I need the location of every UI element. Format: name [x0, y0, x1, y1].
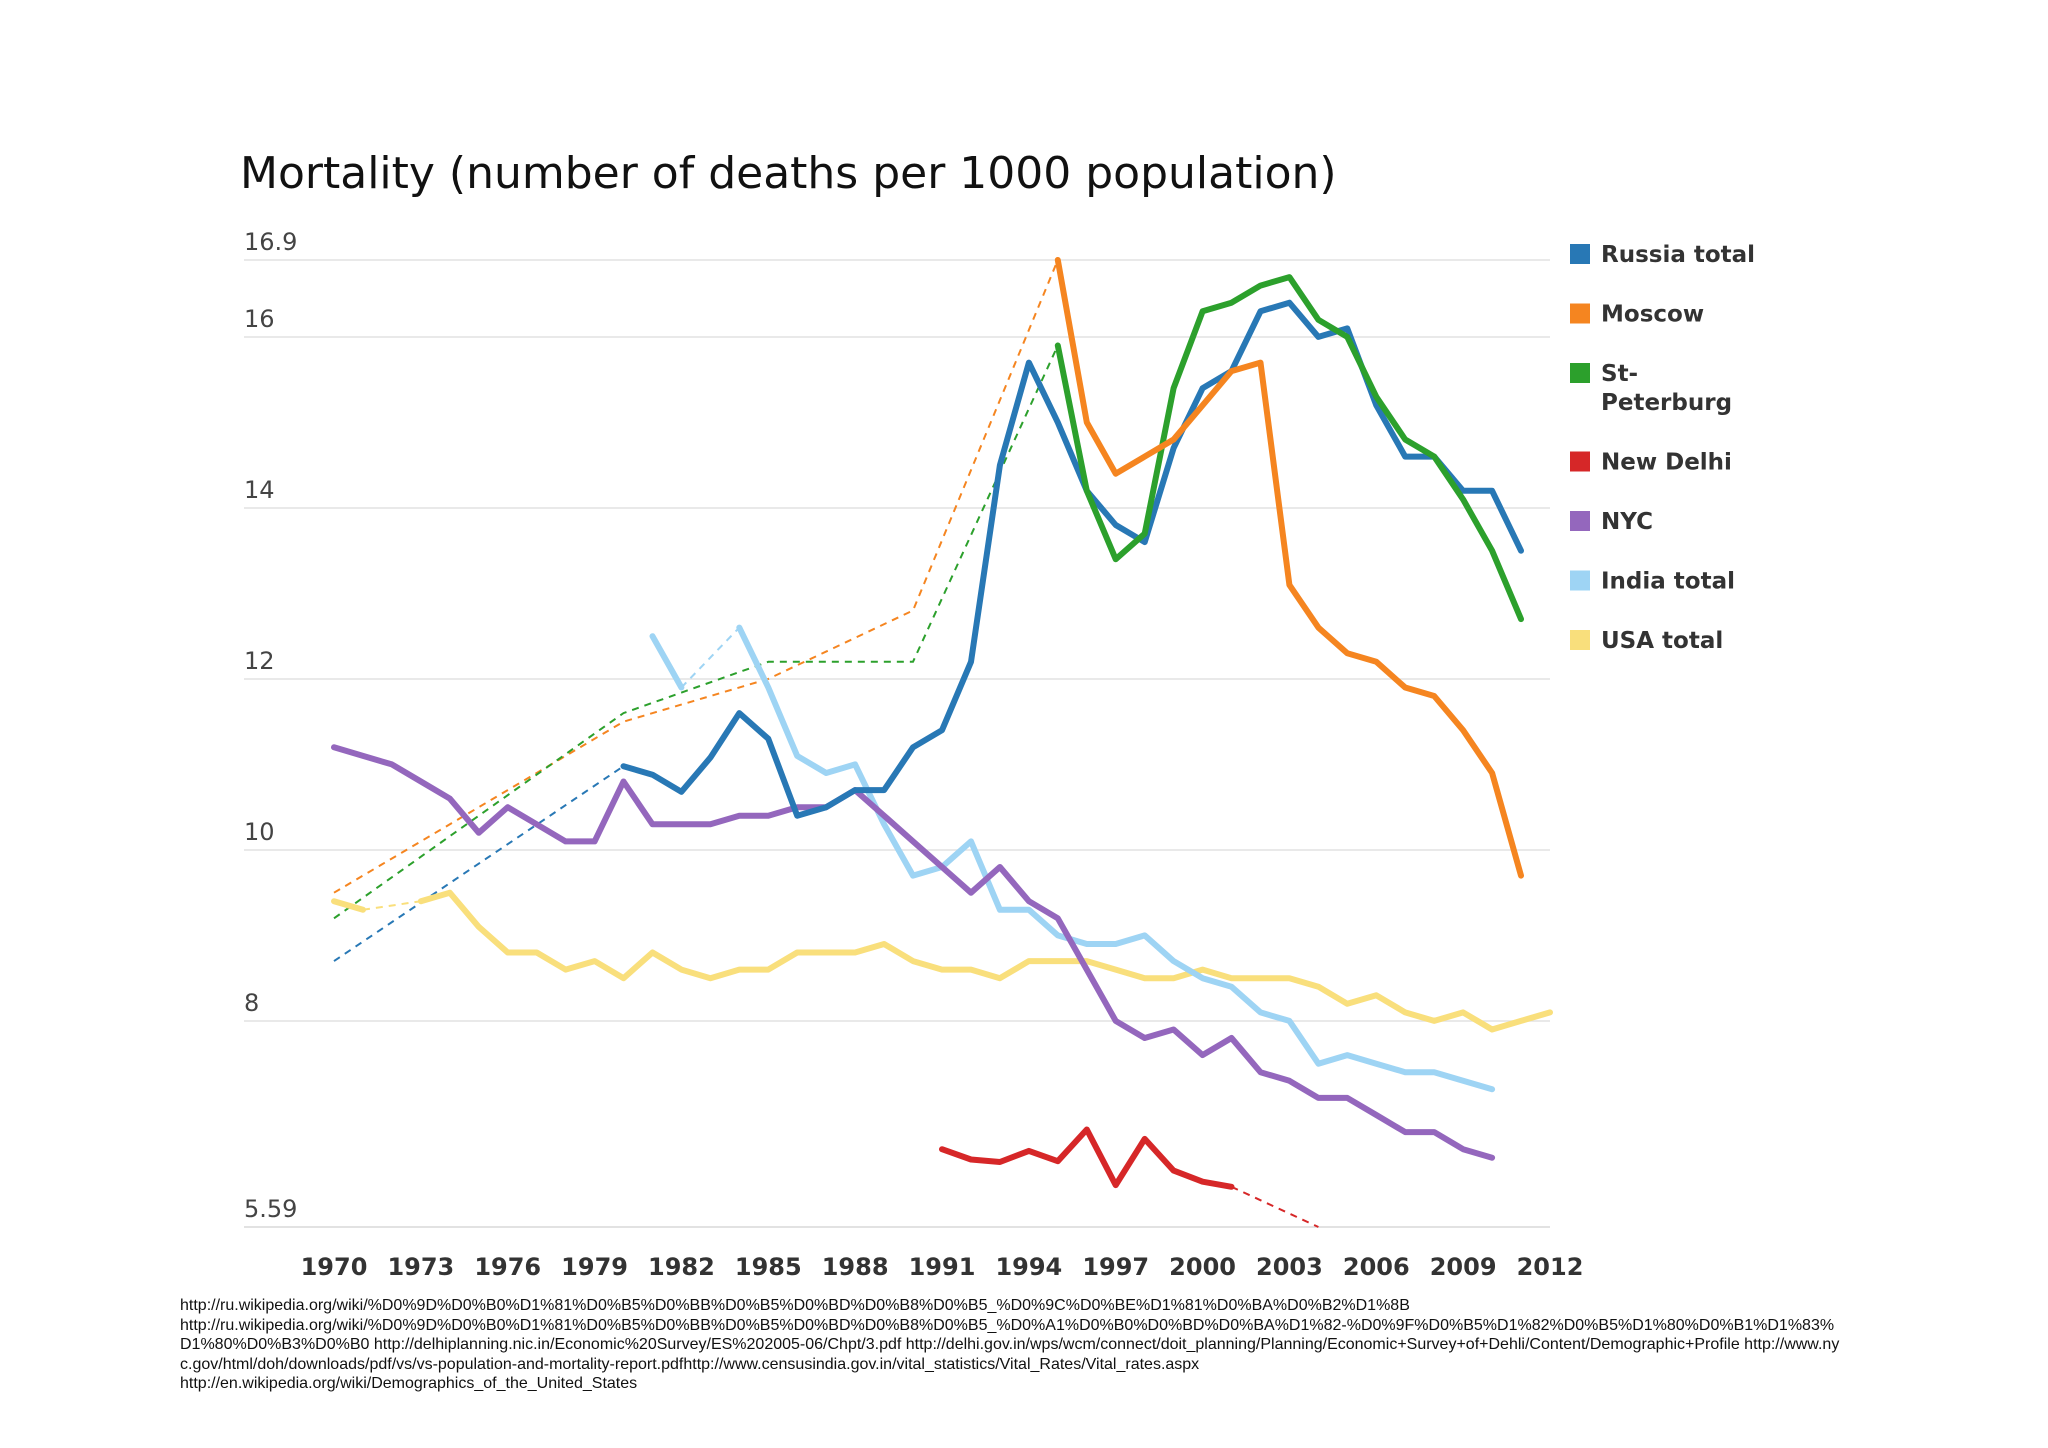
y-tick-label: 8: [244, 989, 259, 1017]
series-dashed-moscow: [333, 259, 1059, 894]
legend-label-india-total: India total: [1601, 569, 1735, 595]
series-dashed-st-peterburg: [333, 345, 1059, 920]
y-tick-label: 16: [244, 305, 275, 333]
x-axis-ticks: 1970 1973 1976 1979 1982 1985 1988 1991 1994 1997…: [301, 1253, 1584, 1281]
series-line-moscow: [1054, 257, 1524, 879]
x-tick-label: 1982: [648, 1253, 715, 1281]
series-line-india-total: [649, 633, 685, 691]
legend-swatch-nyc: [1570, 511, 1590, 531]
series-dashed-usa-total: [362, 900, 422, 911]
legend-swatch-india-total: [1570, 570, 1590, 591]
source-line-2[interactable]: http://ru.wikipedia.org/wiki/%D0%9D%D0%B…: [180, 1316, 1840, 1373]
series-line-india-total: [736, 624, 1496, 1093]
series-lines: [331, 257, 1553, 1228]
x-tick-label: 1979: [561, 1253, 628, 1281]
x-tick-label: 1985: [735, 1253, 802, 1281]
x-tick-label: 1991: [909, 1253, 976, 1281]
series-dashed-new-delhi: [1231, 1185, 1319, 1228]
x-tick-label: 2000: [1169, 1253, 1236, 1281]
legend-label-moscow: Moscow: [1601, 302, 1704, 328]
series-line-new-delhi: [939, 1126, 1235, 1190]
series-dashed-russia-total: [333, 765, 625, 962]
y-tick-label: 10: [244, 818, 275, 846]
legend-label-usa-total: USA total: [1601, 628, 1723, 654]
source-line-3[interactable]: http://en.wikipedia.org/wiki/Demographic…: [180, 1375, 638, 1393]
x-tick-label: 1973: [387, 1253, 454, 1281]
y-axis-ticks: 16.9 16 14 12 10 8 5.59: [244, 228, 297, 1223]
y-tick-label: 5.59: [244, 1195, 297, 1223]
legend-swatch-st-peterburg: [1570, 363, 1590, 383]
x-tick-label: 1970: [301, 1253, 368, 1281]
series-line-russia-total: [620, 299, 1524, 819]
x-tick-label: 2006: [1343, 1253, 1410, 1281]
x-tick-label: 1994: [995, 1253, 1062, 1281]
y-tick-label: 16.9: [244, 228, 297, 256]
legend-swatch-russia-total: [1570, 244, 1590, 264]
series-line-nyc: [331, 744, 1496, 1161]
series-line-st-peterburg: [1054, 274, 1524, 623]
legend-label-new-delhi: New Delhi: [1601, 450, 1732, 476]
legend-label-st-peterburg: St-Peterburg: [1601, 361, 1732, 416]
series-line-usa-total: [417, 889, 1553, 1033]
series-dashed-india-total: [680, 626, 741, 689]
chart-title: Mortality (number of deaths per 1000 pop…: [240, 148, 1337, 199]
sources-footnote: http://ru.wikipedia.org/wiki/%D0%9D%D0%B…: [180, 1296, 1840, 1404]
x-tick-label: 1988: [822, 1253, 889, 1281]
legend-swatch-usa-total: [1570, 630, 1590, 650]
legend-swatch-new-delhi: [1570, 451, 1590, 472]
legend-swatch-moscow: [1570, 303, 1590, 324]
legend-label-nyc: NYC: [1601, 509, 1653, 535]
y-tick-label: 14: [244, 476, 275, 504]
x-tick-label: 1976: [474, 1253, 541, 1281]
legend-label-russia-total: Russia total: [1601, 242, 1755, 268]
y-tick-label: 12: [244, 647, 275, 675]
x-tick-label: 2012: [1517, 1253, 1584, 1281]
x-tick-label: 1997: [1082, 1253, 1149, 1281]
legend: Russia total Moscow St-Peterburg New Delhi N…: [1570, 242, 1755, 654]
series-line-usa-total: [331, 898, 366, 913]
x-tick-label: 2003: [1256, 1253, 1323, 1281]
x-tick-label: 2009: [1430, 1253, 1497, 1281]
source-line-1[interactable]: http://ru.wikipedia.org/wiki/%D0%9D%D0%B…: [180, 1297, 1410, 1314]
gridlines: [244, 259, 1550, 1228]
